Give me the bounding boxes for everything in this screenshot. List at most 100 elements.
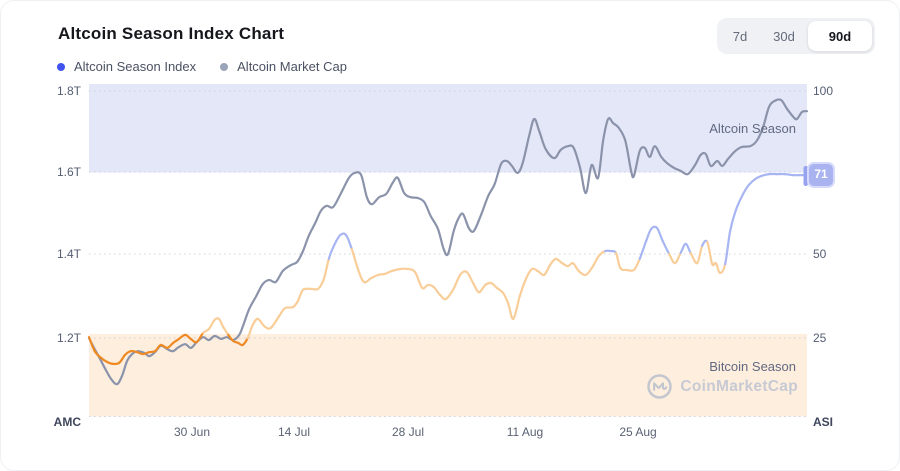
- asi-line-segment: [696, 244, 704, 265]
- asi-line-segment: [668, 252, 676, 265]
- asi-line-segment: [278, 307, 287, 318]
- asi-line-segment: [645, 227, 653, 243]
- asi-line-segment: [759, 173, 771, 178]
- asi-line-segment: [207, 318, 216, 331]
- asi-line-segment: [684, 242, 692, 255]
- coinmarketcap-logo-icon: [647, 374, 673, 399]
- x-tick: 30 Jun: [173, 425, 211, 439]
- asi-line-segment: [577, 269, 587, 277]
- legend: Altcoin Season Index Altcoin Market Cap: [57, 59, 371, 74]
- asi-line-segment: [714, 262, 722, 275]
- asi-line-segment: [322, 257, 330, 281]
- current-value-badge: 71: [807, 162, 835, 188]
- range-7d-button[interactable]: 7d: [720, 21, 760, 51]
- asi-line-segment: [512, 294, 521, 320]
- asi-line-segment: [217, 317, 225, 329]
- asi-line-segment: [357, 268, 366, 284]
- asi-line-segment: [679, 242, 687, 255]
- asi-line-segment: [495, 286, 505, 295]
- asi-line-segment: [571, 262, 580, 273]
- asi-line-segment: [444, 288, 455, 301]
- time-range-selector: 7d 30d 90d: [717, 18, 875, 54]
- asi-line-segment: [222, 325, 230, 336]
- asi-line-segment: [638, 239, 648, 260]
- asi-line-segment: [655, 226, 664, 243]
- asi-line-segment: [383, 269, 394, 275]
- asi-line-segment: [413, 270, 424, 290]
- y-right-tick: 100: [813, 84, 834, 98]
- asi-line-segment: [316, 278, 325, 290]
- x-tick: 11 Aug: [506, 425, 544, 439]
- asi-line-segment: [344, 233, 353, 251]
- asi-line-segment: [296, 288, 305, 303]
- x-tick: 28 Jul: [391, 425, 425, 439]
- asi-series-dot-icon: [57, 62, 65, 71]
- asi-line-segment: [518, 277, 528, 298]
- asi-line-segment: [502, 292, 510, 305]
- asi-line-segment: [251, 317, 259, 327]
- asi-line-segment: [301, 287, 312, 291]
- x-tick: 25 Aug: [619, 425, 657, 439]
- amc-line: [87, 98, 809, 386]
- right-axis-title: ASI: [813, 415, 834, 429]
- asi-line-segment: [729, 208, 738, 232]
- range-30d-button[interactable]: 30d: [760, 21, 808, 51]
- legend-asi-label[interactable]: Altcoin Season Index: [74, 59, 197, 74]
- asi-line-segment: [734, 192, 745, 212]
- asi-line-segment: [673, 251, 682, 265]
- legend-amc-label[interactable]: Altcoin Market Cap: [237, 59, 347, 74]
- y-left-tick: 1.2T: [56, 331, 81, 345]
- bitcoin-season-band: [89, 334, 807, 417]
- asi-line-segment: [406, 267, 417, 274]
- y-right-tick: 25: [813, 331, 827, 345]
- asi-line-segment: [554, 257, 564, 265]
- y-left-tick: 1.8T: [56, 84, 81, 98]
- page-title: Altcoin Season Index Chart: [58, 24, 285, 43]
- asi-line-segment: [724, 229, 732, 266]
- x-tick: 14 Jul: [277, 425, 311, 439]
- watermark-brand: CoinMarketCap: [680, 377, 798, 395]
- asi-line-segment: [362, 277, 373, 284]
- asi-line-segment: [350, 248, 360, 272]
- asi-line-segment: [489, 281, 498, 290]
- asi-line-segment: [283, 306, 295, 310]
- asi-line-segment: [632, 257, 641, 272]
- asi-line-end-marker: [803, 166, 808, 186]
- asi-line-segment: [291, 299, 300, 309]
- asi-line-segment: [451, 273, 462, 291]
- y-right-tick: 50: [813, 247, 827, 261]
- asi-line-segment: [525, 267, 534, 280]
- asi-line-segment: [87, 336, 96, 353]
- asi-line-segment: [719, 263, 727, 275]
- asi-line-segment: [741, 183, 750, 196]
- asi-line-segment: [543, 263, 552, 276]
- amc-series-dot-icon: [220, 62, 229, 71]
- asi-line-segment: [332, 233, 342, 247]
- asi-line-segment: [256, 317, 266, 328]
- altcoin-season-band-label: Altcoin Season: [709, 121, 796, 136]
- asi-line-segment: [591, 254, 600, 268]
- asi-line-segment: [584, 264, 595, 276]
- y-left-tick: 1.4T: [56, 247, 81, 261]
- asi-line-segment: [477, 283, 487, 294]
- asi-line-segment: [747, 177, 757, 186]
- asi-line-segment: [507, 302, 515, 320]
- asi-line-segment: [783, 173, 795, 177]
- asi-line-segment: [661, 239, 671, 256]
- asi-line-segment: [432, 285, 442, 297]
- asi-line-segment: [327, 244, 335, 260]
- asi-line-segment: [390, 267, 401, 273]
- asi-line-segment: [614, 251, 622, 270]
- asi-line-segment: [548, 257, 557, 267]
- left-axis-title: AMC: [53, 415, 81, 429]
- bitcoin-season-band-label: Bitcoin Season: [709, 359, 796, 374]
- watermark: CoinMarketCap: [646, 373, 798, 400]
- asi-line-segment: [706, 240, 714, 266]
- y-left-tick: 1.6T: [56, 165, 81, 179]
- altcoin-season-band: [89, 84, 807, 173]
- asi-line-segment: [370, 273, 380, 280]
- asi-line-segment: [269, 314, 281, 330]
- range-90d-button[interactable]: 90d: [808, 21, 872, 51]
